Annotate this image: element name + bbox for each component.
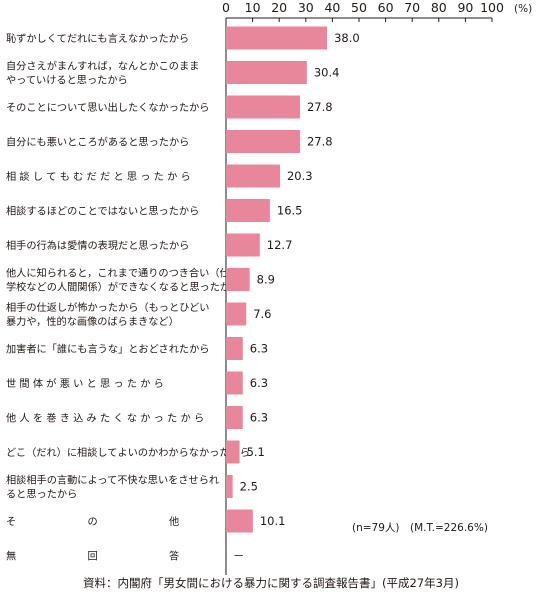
data-label: 16.5 (277, 204, 303, 218)
category-label: 相 談 し て も む だ だ と 思 っ た か ら (6, 170, 191, 183)
category-label: やっていけると思ったから (6, 75, 128, 87)
data-label: 27.8 (307, 100, 333, 114)
x-tick-label: 90 (457, 0, 473, 15)
bar (226, 302, 247, 326)
unit-label: (%) (514, 3, 532, 15)
category-label: 学校などの人間関係）ができなくなると思ったから (6, 281, 240, 294)
bar (226, 199, 270, 222)
data-label: 6.3 (250, 342, 268, 356)
category-label: 他 人 を 巻 き 込 み た く な か っ た か ら (6, 412, 204, 425)
x-tick-label: 50 (351, 0, 367, 15)
bar (226, 406, 243, 429)
bar (226, 371, 243, 395)
x-tick-label: 80 (431, 0, 447, 15)
x-tick-label: 10 (245, 0, 261, 15)
category-label: 恥ずかしくてだれにも言えなかったから (6, 32, 189, 45)
bar (226, 509, 253, 533)
x-tick-label: 70 (404, 0, 420, 15)
data-label: 12.7 (267, 238, 293, 252)
bar (226, 95, 300, 119)
x-tick-label: 60 (378, 0, 394, 15)
category-label: どこ（だれ）に相談してよいのかわからなかったから (6, 446, 250, 459)
bar (226, 26, 328, 50)
data-label: 30.4 (314, 66, 340, 80)
category-label: 相談するほどのことではないと思ったから (6, 205, 199, 218)
data-label: － (233, 549, 245, 563)
category-label: 相談相手の言動によって不快な思いをさせられ (6, 474, 219, 487)
data-label: 10.1 (260, 514, 286, 528)
bar (226, 440, 240, 464)
category-label: 無 回 答 (6, 550, 179, 563)
bar (226, 337, 243, 360)
category-label: 自分さえがまんすれば，なんとかこのまま (6, 60, 199, 73)
bar (226, 130, 300, 153)
category-label: 相手の仕返しが怖かったから（もっとひどい (6, 301, 209, 314)
category-label: そのことについて思い出したくなかったから (6, 101, 209, 114)
category-label: ると思ったから (6, 489, 77, 501)
category-label: そ の 他 (6, 515, 179, 528)
category-label: 相手の行為は愛情の表現だと思ったから (6, 239, 189, 252)
bar (226, 475, 233, 498)
category-label: 自分にも悪いところがあると思ったから (6, 136, 189, 149)
data-label: 6.3 (250, 411, 268, 425)
sample-size-note: (n=79人) (M.T.=226.6%) (352, 522, 488, 534)
data-label: 7.6 (253, 307, 271, 321)
data-label: 5.1 (247, 445, 265, 459)
category-label: 世 間 体 が 悪 い と 思 っ た か ら (6, 377, 164, 390)
data-label: 20.3 (287, 169, 313, 183)
bar (226, 268, 250, 291)
x-tick-label: 30 (298, 0, 314, 15)
data-label: 2.5 (240, 480, 258, 494)
x-tick-label: 40 (324, 0, 340, 15)
category-label: 暴力や，性的な画像のばらまきなど） (6, 315, 179, 328)
source-note: 資料：内閣府「男女間における暴力に関する調査報告書」(平成27年3月) (83, 576, 459, 590)
category-label: 加害者に「誰にも言うな」とおどされたから (6, 343, 209, 356)
data-label: 27.8 (307, 135, 333, 149)
bar (226, 61, 307, 84)
data-label: 8.9 (257, 273, 275, 287)
bar (226, 233, 260, 257)
x-tick-label: 20 (271, 0, 287, 15)
bar (226, 164, 280, 188)
data-label: 38.0 (334, 31, 360, 45)
category-label: 他人に知られると，これまで通りのつき合い（仕事や (6, 267, 250, 280)
x-tick-label: 100 (480, 0, 504, 15)
x-tick-label: 0 (222, 0, 230, 15)
data-label: 6.3 (250, 376, 268, 390)
